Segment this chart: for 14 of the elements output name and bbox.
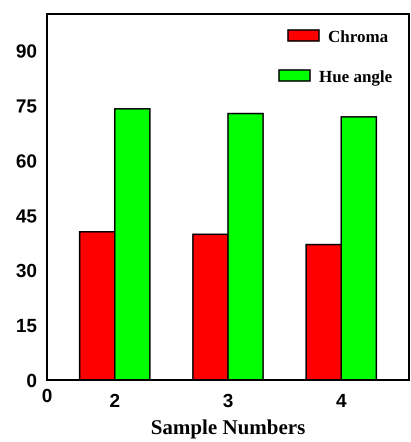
x-tick-label: 4: [336, 391, 347, 412]
y-tick-label: 60: [16, 151, 37, 172]
y-tick-label: 75: [16, 96, 38, 118]
y-tick-label: 0: [26, 371, 37, 392]
y-tick-label: 30: [16, 261, 37, 282]
y-tick-label: 45: [16, 206, 38, 228]
x-axis-title: Sample Numbers: [150, 415, 306, 439]
x-tick-label: 2: [109, 391, 120, 412]
text: 0: [42, 386, 52, 407]
legend-label: Hue angle: [319, 67, 393, 86]
y-tick-label: 90: [16, 42, 37, 63]
y-tick-label: 15: [16, 316, 38, 338]
x-tick-label: 3: [222, 391, 234, 412]
legend-label: Chroma: [328, 27, 389, 46]
